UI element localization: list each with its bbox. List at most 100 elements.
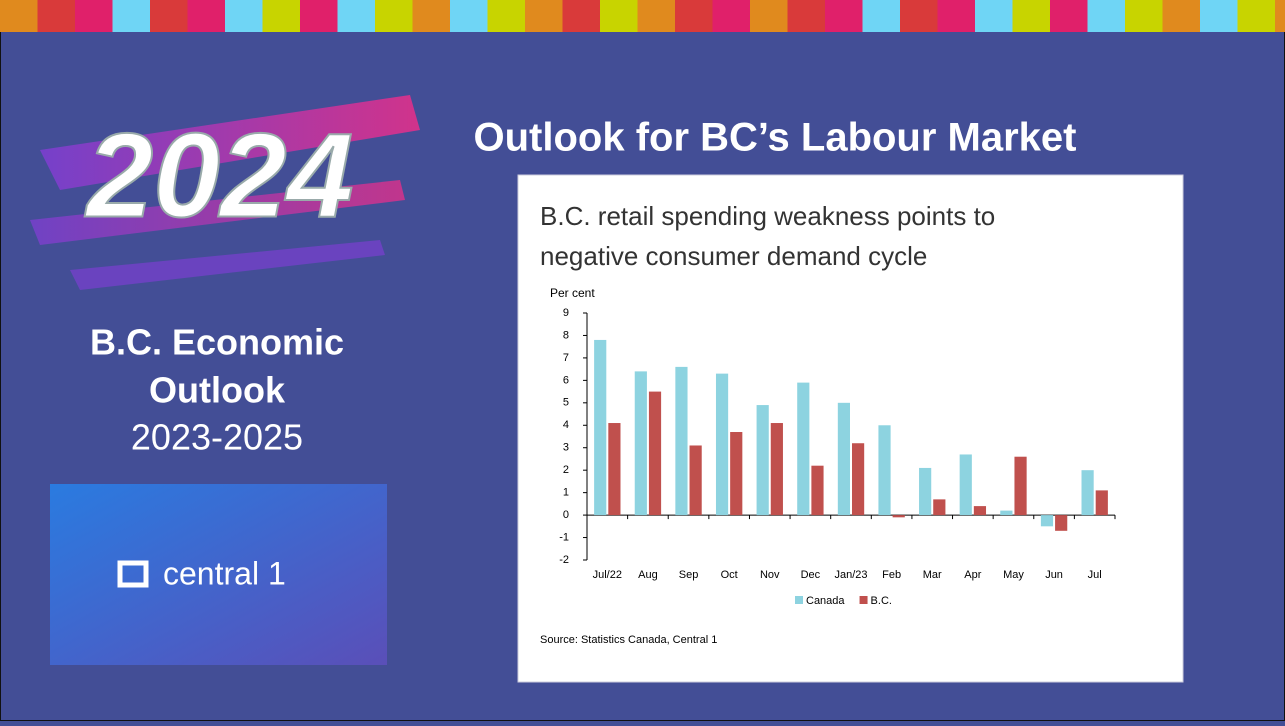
y-tick-label: 3 — [563, 442, 569, 454]
stripe-bar — [0, 0, 1285, 32]
x-tick-label: Jul — [1088, 569, 1102, 581]
slide: 2024 Outlook for BC’s Labour Market B.C.… — [0, 0, 1285, 721]
bar — [649, 392, 661, 516]
stripe — [525, 0, 563, 32]
stripe — [413, 0, 451, 32]
bar — [675, 367, 687, 515]
bar — [716, 374, 728, 515]
legend-label: Canada — [806, 595, 845, 607]
bar — [608, 423, 620, 515]
stripe — [1275, 0, 1285, 32]
stripe — [113, 0, 151, 32]
stripe — [225, 0, 263, 32]
bar — [878, 425, 890, 515]
bar — [1041, 515, 1053, 526]
stripe — [563, 0, 601, 32]
stripe — [38, 0, 76, 32]
bar — [974, 506, 986, 515]
stripe — [1200, 0, 1238, 32]
legend-swatch — [860, 596, 868, 604]
stripe — [675, 0, 713, 32]
bar — [811, 466, 823, 515]
stripe — [788, 0, 826, 32]
stripe — [1238, 0, 1276, 32]
chart-title: negative consumer demand cycle — [540, 241, 927, 271]
bar — [690, 445, 702, 515]
stripe — [750, 0, 788, 32]
source: Source: Statistics Canada, Central 1 — [540, 634, 717, 646]
x-tick-label: Nov — [760, 569, 780, 581]
x-tick-label: Apr — [964, 569, 981, 581]
x-tick-label: Sep — [679, 569, 699, 581]
y-tick-label: 4 — [563, 419, 569, 431]
stripe — [75, 0, 113, 32]
bar — [1082, 470, 1094, 515]
x-tick-label: Jul/22 — [593, 569, 622, 581]
bar — [1096, 490, 1108, 515]
subtitle-line: Outlook — [149, 370, 286, 411]
stripe — [975, 0, 1013, 32]
x-tick-label: Dec — [801, 569, 821, 581]
x-tick-label: Feb — [882, 569, 901, 581]
bar — [771, 423, 783, 515]
stripe — [1163, 0, 1201, 32]
logo-text: central 1 — [163, 555, 286, 591]
y-tick-label: -1 — [559, 531, 569, 543]
y-tick-label: 8 — [563, 329, 569, 341]
bar — [893, 515, 905, 517]
y-tick-label: 5 — [563, 397, 569, 409]
stripe — [713, 0, 751, 32]
years: 2023-2025 — [131, 417, 303, 458]
stripe — [863, 0, 901, 32]
stripe — [1050, 0, 1088, 32]
y-axis-label: Per cent — [550, 286, 595, 300]
stripe — [338, 0, 376, 32]
chart-title: B.C. retail spending weakness points to — [540, 201, 995, 231]
stripe — [300, 0, 338, 32]
y-tick-label: 9 — [563, 307, 569, 319]
y-tick-label: 2 — [563, 464, 569, 476]
stripe — [150, 0, 188, 32]
x-tick-label: May — [1003, 569, 1024, 581]
x-tick-label: Oct — [721, 569, 738, 581]
x-tick-label: Aug — [638, 569, 658, 581]
x-tick-label: Mar — [923, 569, 942, 581]
bar — [1055, 515, 1067, 531]
bar — [933, 499, 945, 515]
bar — [1000, 511, 1012, 515]
slide-title: Outlook for BC’s Labour Market — [473, 116, 1076, 160]
bar — [594, 340, 606, 515]
bar — [635, 371, 647, 515]
stripe — [900, 0, 938, 32]
stripe — [1088, 0, 1126, 32]
stripe — [263, 0, 301, 32]
stripe — [188, 0, 226, 32]
y-tick-label: -2 — [559, 554, 569, 566]
x-tick-label: Jun — [1045, 569, 1063, 581]
stripe — [938, 0, 976, 32]
stripe — [1125, 0, 1163, 32]
badge-year: 2024 — [85, 109, 354, 243]
bar — [730, 432, 742, 515]
stripe — [825, 0, 863, 32]
y-tick-label: 1 — [563, 487, 569, 499]
y-tick-label: 0 — [563, 509, 569, 521]
x-tick-label: Jan/23 — [834, 569, 867, 581]
bar — [1014, 457, 1026, 515]
stripe — [1013, 0, 1051, 32]
legend-swatch — [795, 596, 803, 604]
y-tick-label: 6 — [563, 374, 569, 386]
bar — [852, 443, 864, 515]
bar — [838, 403, 850, 515]
bar — [757, 405, 769, 515]
stripe — [600, 0, 638, 32]
stripe — [638, 0, 676, 32]
stripe — [375, 0, 413, 32]
bar — [919, 468, 931, 515]
y-tick-label: 7 — [563, 352, 569, 364]
bar — [797, 383, 809, 515]
bar — [960, 454, 972, 515]
legend-label: B.C. — [871, 595, 892, 607]
subtitle-line: B.C. Economic — [90, 322, 344, 363]
stripe — [450, 0, 488, 32]
